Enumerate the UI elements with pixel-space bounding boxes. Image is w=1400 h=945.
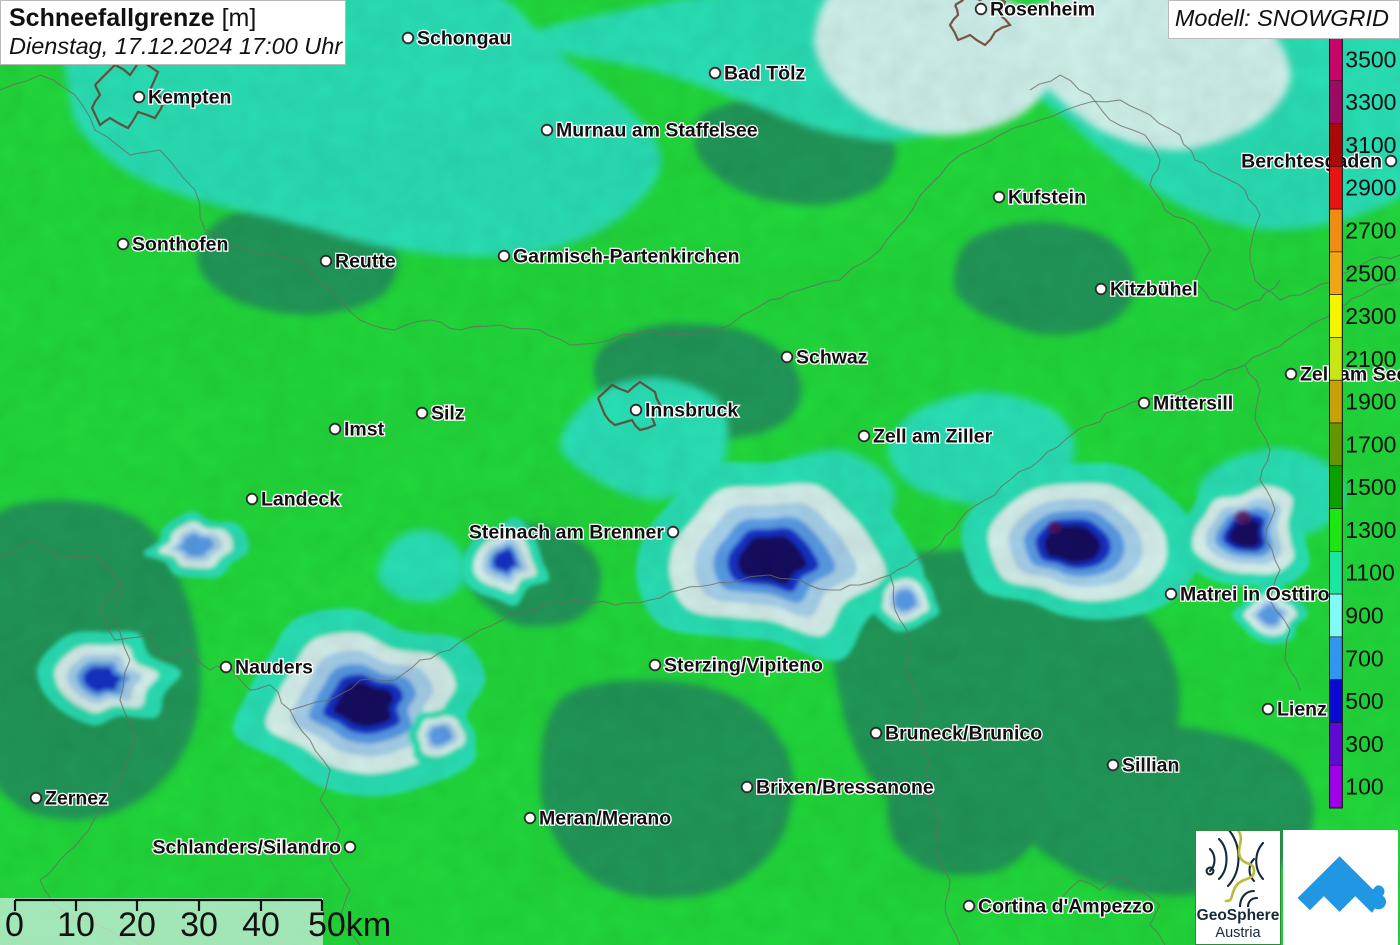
svg-text:Sillian: Sillian xyxy=(1122,755,1179,777)
svg-text:20: 20 xyxy=(118,906,156,944)
svg-text:10: 10 xyxy=(57,906,95,944)
svg-text:Innsbruck: Innsbruck xyxy=(645,400,738,422)
svg-text:1300: 1300 xyxy=(1345,517,1396,543)
svg-text:Brixen/Bressanone: Brixen/Bressanone xyxy=(756,777,934,799)
svg-text:Imst: Imst xyxy=(344,419,385,441)
svg-text:Murnau am Staffelsee: Murnau am Staffelsee xyxy=(556,120,758,142)
svg-text:Mittersill: Mittersill xyxy=(1153,393,1233,415)
svg-text:0: 0 xyxy=(5,906,24,944)
svg-text:700: 700 xyxy=(1345,645,1383,671)
svg-text:Rosenheim: Rosenheim xyxy=(990,0,1095,21)
svg-text:2100: 2100 xyxy=(1345,346,1396,372)
svg-text:Bruneck/Brunico: Bruneck/Brunico xyxy=(885,723,1042,745)
svg-text:Sonthofen: Sonthofen xyxy=(132,234,228,256)
svg-text:Lienz: Lienz xyxy=(1277,699,1327,721)
svg-text:Nauders: Nauders xyxy=(235,657,313,679)
svg-text:50km: 50km xyxy=(308,906,391,944)
svg-text:1700: 1700 xyxy=(1345,431,1396,457)
svg-text:Matrei in Osttirol: Matrei in Osttirol xyxy=(1180,584,1335,606)
svg-text:300: 300 xyxy=(1345,731,1383,757)
svg-text:3500: 3500 xyxy=(1345,46,1396,72)
svg-text:Bad Tölz: Bad Tölz xyxy=(724,63,805,85)
svg-text:30: 30 xyxy=(180,906,218,944)
svg-text:Meran/Merano: Meran/Merano xyxy=(539,808,671,830)
svg-text:40: 40 xyxy=(242,906,280,944)
svg-text:Garmisch-Partenkirchen: Garmisch-Partenkirchen xyxy=(513,246,740,268)
svg-text:Schongau: Schongau xyxy=(417,28,511,50)
svg-text:3100: 3100 xyxy=(1345,132,1396,158)
svg-text:Silz: Silz xyxy=(431,403,465,425)
svg-text:2700: 2700 xyxy=(1345,218,1396,244)
svg-text:1900: 1900 xyxy=(1345,389,1396,415)
svg-text:2900: 2900 xyxy=(1345,175,1396,201)
svg-text:Schwaz: Schwaz xyxy=(796,347,868,369)
svg-text:1100: 1100 xyxy=(1345,560,1394,586)
svg-text:500: 500 xyxy=(1345,688,1383,714)
svg-text:Steinach am Brenner: Steinach am Brenner xyxy=(469,522,664,544)
svg-text:Kitzbühel: Kitzbühel xyxy=(1110,279,1198,301)
svg-text:Reutte: Reutte xyxy=(335,251,396,273)
svg-text:Kufstein: Kufstein xyxy=(1008,187,1086,209)
svg-text:900: 900 xyxy=(1345,603,1383,629)
svg-text:Cortina d'Ampezzo: Cortina d'Ampezzo xyxy=(978,896,1154,918)
svg-text:Sterzing/Vipiteno: Sterzing/Vipiteno xyxy=(664,655,823,677)
svg-text:Kempten: Kempten xyxy=(148,87,231,109)
svg-text:100: 100 xyxy=(1345,774,1383,800)
svg-text:Landeck: Landeck xyxy=(261,489,340,511)
svg-text:Zernez: Zernez xyxy=(45,788,108,810)
svg-text:3300: 3300 xyxy=(1345,89,1396,115)
svg-text:Schlanders/Silandro: Schlanders/Silandro xyxy=(152,837,341,859)
svg-text:Zell am Ziller: Zell am Ziller xyxy=(873,426,993,448)
svg-text:2300: 2300 xyxy=(1345,303,1396,329)
svg-text:1500: 1500 xyxy=(1345,474,1396,500)
svg-text:2500: 2500 xyxy=(1345,260,1396,286)
